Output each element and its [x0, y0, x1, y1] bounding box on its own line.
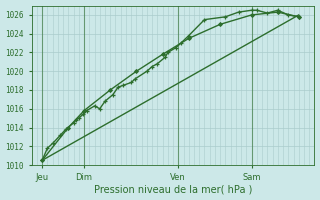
- X-axis label: Pression niveau de la mer( hPa ): Pression niveau de la mer( hPa ): [94, 184, 252, 194]
